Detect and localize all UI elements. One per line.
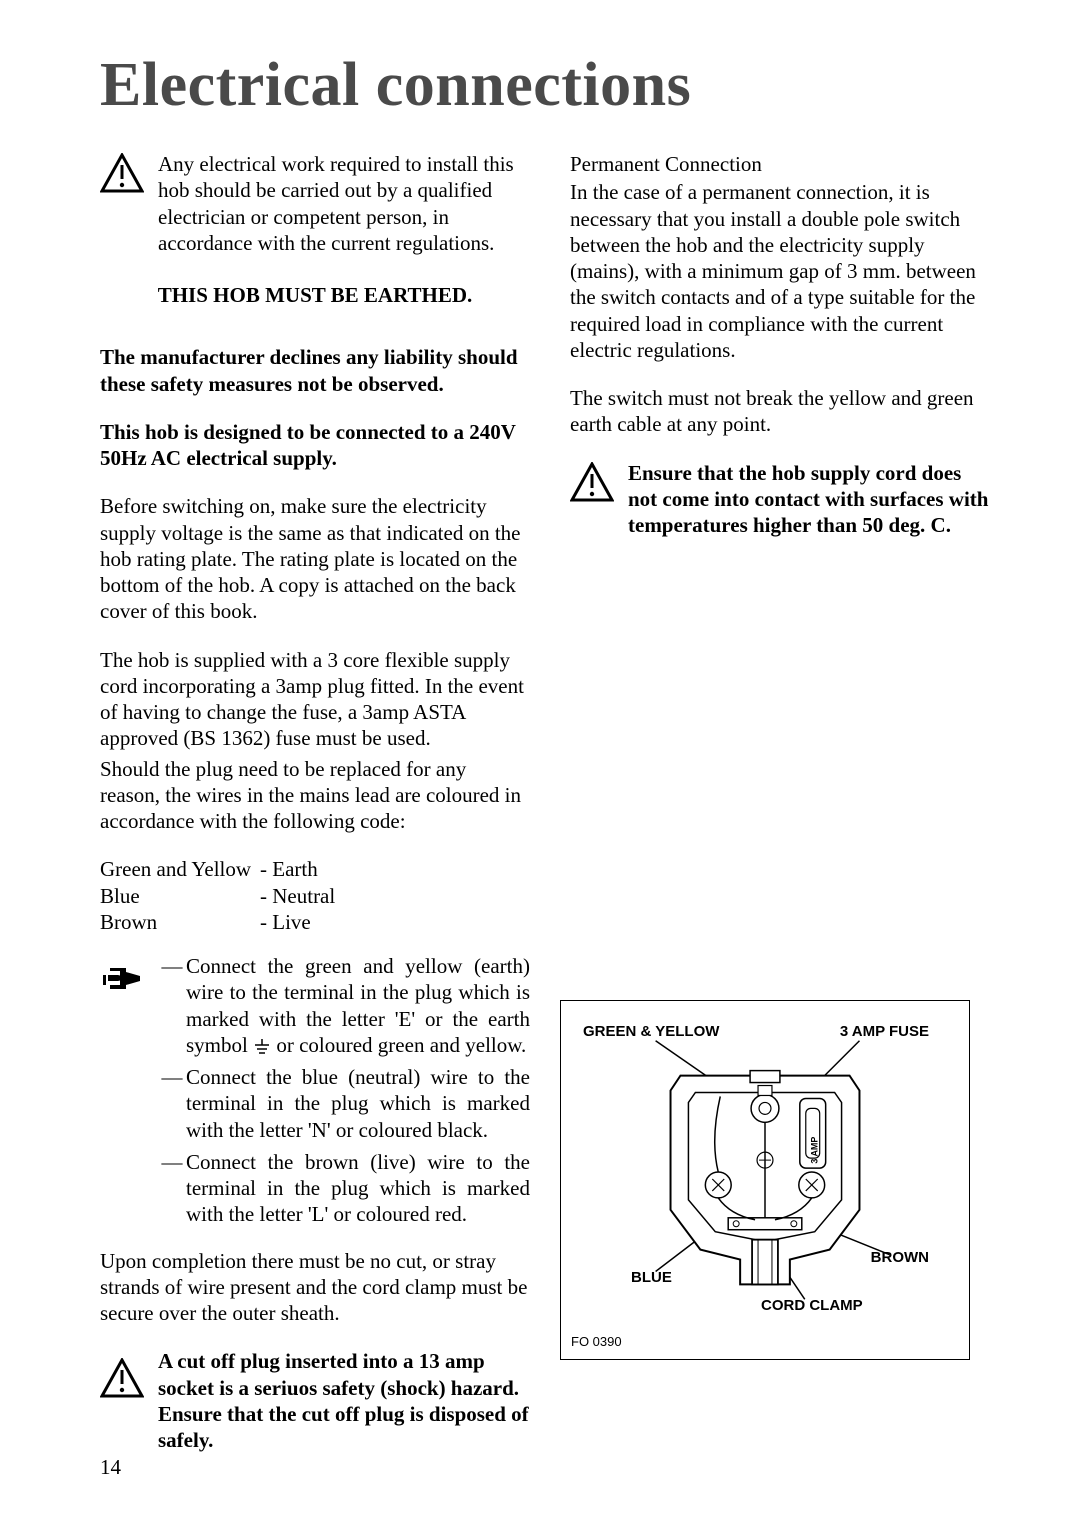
permanent-connection-heading: Permanent Connection	[570, 151, 990, 177]
plug-diagram-icon: 3 AMP	[561, 1001, 969, 1359]
before-switching-text: Before switching on, make sure the elect…	[100, 493, 530, 624]
cord-temperature-warning: Ensure that the hob supply cord does not…	[628, 460, 990, 539]
wire-val: - Earth	[260, 856, 318, 882]
wire-key: Blue	[100, 883, 260, 909]
warning-icon	[570, 462, 614, 502]
table-row: Brown - Live	[100, 909, 530, 935]
wire-key: Brown	[100, 909, 260, 935]
plug-wiring-figure: GREEN & YELLOW 3 AMP FUSE BROWN BLUE COR…	[560, 1000, 970, 1360]
list-item: — Connect the brown (live) wire to the t…	[158, 1149, 530, 1228]
warning-icon	[100, 153, 144, 193]
page-number: 14	[100, 1455, 121, 1480]
left-column: Any electrical work required to install …	[100, 151, 530, 1479]
cord-spec-2: Should the plug need to be replaced for …	[100, 756, 530, 835]
instr-1b: or coloured green and yellow.	[276, 1033, 526, 1057]
table-row: Green and Yellow - Earth	[100, 856, 530, 882]
cord-spec-1: The hob is supplied with a 3 core flexib…	[100, 647, 530, 752]
table-row: Blue - Neutral	[100, 883, 530, 909]
page-title: Electrical connections	[100, 50, 990, 121]
cutoff-plug-warning: A cut off plug inserted into a 13 amp so…	[158, 1348, 530, 1453]
list-item: — Connect the green and yellow (earth) w…	[158, 953, 530, 1058]
voltage-spec: This hob is designed to be connected to …	[100, 419, 530, 472]
earth-symbol-icon	[253, 1038, 271, 1056]
hand-pointing-icon	[100, 963, 144, 993]
permanent-connection-body: In the case of a permanent connection, i…	[570, 179, 990, 363]
switch-earth-text: The switch must not break the yellow and…	[570, 385, 990, 438]
fuse-rating-text: 3 AMP	[810, 1137, 820, 1164]
wire-val: - Live	[260, 909, 311, 935]
completion-text: Upon completion there must be no cut, or…	[100, 1248, 530, 1327]
warning-icon	[100, 1358, 144, 1398]
wire-color-table: Green and Yellow - Earth Blue - Neutral …	[100, 856, 530, 935]
list-item: — Connect the blue (neutral) wire to the…	[158, 1064, 530, 1143]
install-warning-text: Any electrical work required to install …	[158, 151, 530, 256]
liability-notice: The manufacturer declines any liability …	[100, 344, 530, 397]
wire-val: - Neutral	[260, 883, 335, 909]
wire-key: Green and Yellow	[100, 856, 260, 882]
earthed-notice: THIS HOB MUST BE EARTHED.	[100, 282, 530, 308]
